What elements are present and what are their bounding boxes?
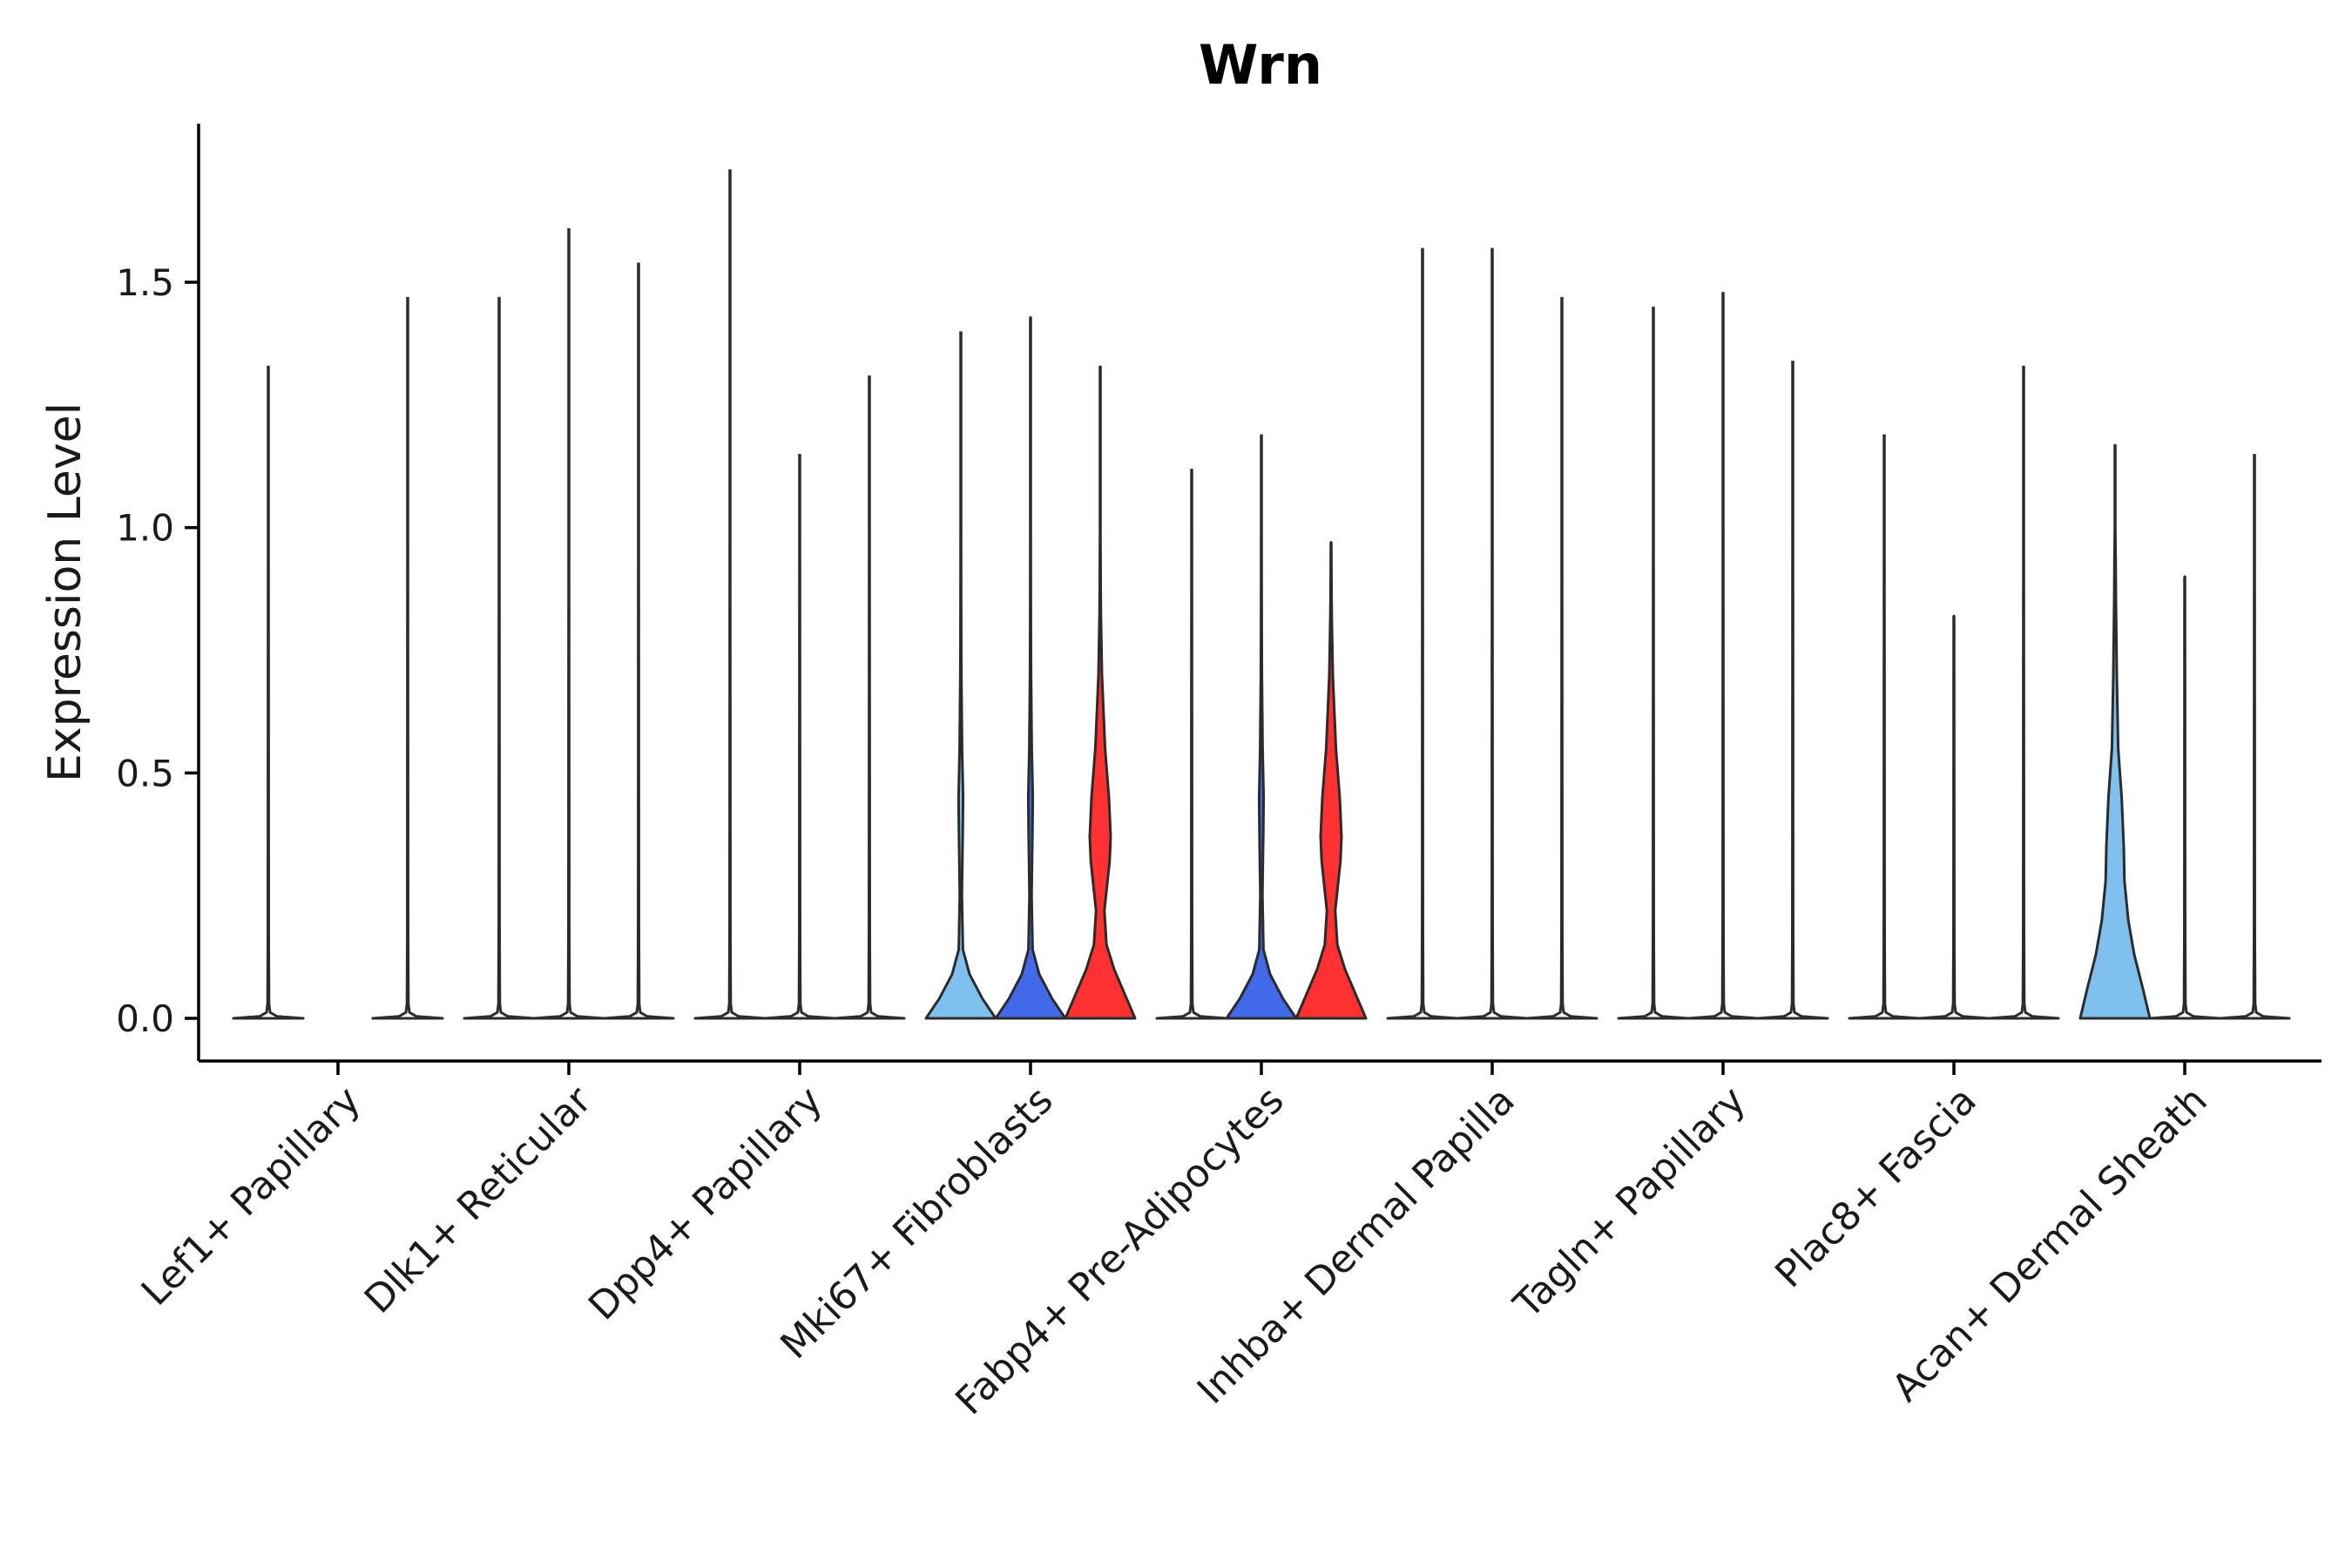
violin-g5-s3-body	[1294, 541, 1368, 1020]
y-tick-label: 0.5	[116, 752, 174, 794]
violin-g7-s3-body	[1756, 526, 1829, 1020]
violin-g3-s3-body	[833, 526, 906, 1020]
chart-title: Wrn	[1199, 33, 1322, 97]
violin-g9-s3-body	[2218, 526, 2291, 1020]
violin-g8-s3-body	[1987, 526, 2060, 1020]
violin-g5-s2-body	[1225, 526, 1298, 1020]
violin-g3-s1-body	[693, 526, 767, 1020]
violin-g8-s1-body	[1848, 526, 1921, 1020]
violin-g6-s3-body	[1525, 526, 1598, 1020]
violin-g9-s2-body	[2148, 575, 2221, 1020]
violin-g2-s3-body	[602, 526, 675, 1020]
violin-g2-s2-body	[532, 526, 605, 1020]
violin-g6-s1-body	[1386, 526, 1459, 1020]
violin-g7-s1-body	[1617, 526, 1690, 1020]
violin-g1-s1-body	[232, 526, 305, 1020]
violin-g5-s1-body	[1155, 526, 1228, 1020]
x-category-label: Tagln+ Papillary	[1505, 1078, 1754, 1328]
violin-g3-s2-body	[763, 526, 836, 1020]
violin-g7-s2-body	[1686, 526, 1760, 1020]
violin-g9-s1-body	[2078, 526, 2152, 1020]
violin-g8-s2-body	[1917, 614, 1990, 1020]
y-tick-label: 1.0	[116, 507, 174, 550]
y-axis-label: Expression Level	[39, 402, 91, 782]
violin-g1-s3-body	[371, 526, 444, 1020]
plot-marks	[232, 169, 2291, 1020]
violin-g6-s2-body	[1456, 526, 1529, 1020]
x-category-label: Lef1+ Papillary	[133, 1078, 369, 1315]
violin-g4-s2-body	[994, 526, 1067, 1020]
x-category-label: Plac8+ Fascia	[1767, 1078, 1985, 1297]
violin-g2-s1-body	[463, 526, 536, 1020]
x-category-label: Dpp4+ Papillary	[580, 1078, 831, 1329]
y-tick-label: 0.0	[116, 997, 174, 1040]
x-category-label: Dlk1+ Reticular	[356, 1078, 601, 1322]
violin-g4-s3-body	[1064, 526, 1137, 1020]
y-tick-label: 1.5	[116, 261, 174, 304]
violin-g4-s1-body	[924, 526, 997, 1020]
